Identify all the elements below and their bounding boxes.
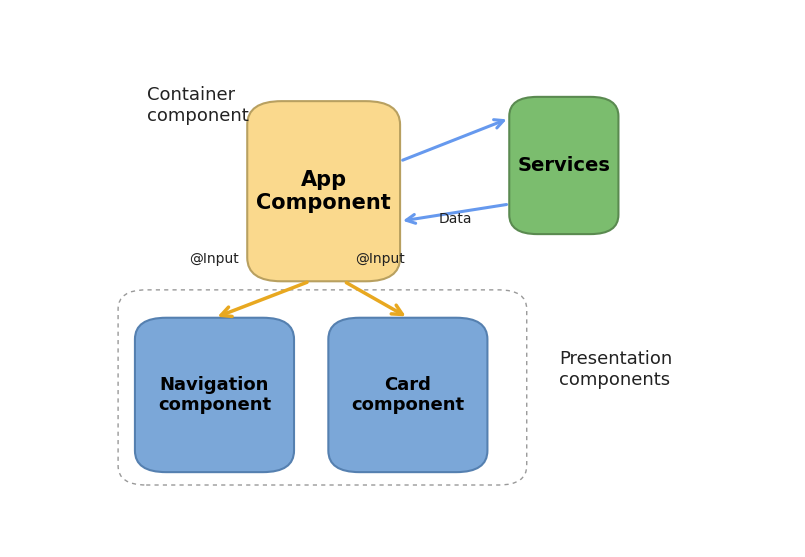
Text: @Input: @Input [355, 252, 405, 266]
Text: Card
component: Card component [351, 375, 464, 414]
Text: App
Component: App Component [256, 170, 391, 213]
FancyArrowPatch shape [407, 204, 506, 223]
FancyBboxPatch shape [247, 101, 400, 281]
FancyArrowPatch shape [221, 282, 307, 316]
FancyBboxPatch shape [328, 317, 488, 472]
Text: Data: Data [439, 212, 473, 226]
FancyBboxPatch shape [135, 317, 294, 472]
Text: Navigation
component: Navigation component [158, 375, 271, 414]
Text: Services: Services [518, 156, 610, 175]
Text: @Input: @Input [189, 252, 239, 266]
Text: Presentation
components: Presentation components [559, 350, 672, 389]
FancyArrowPatch shape [402, 120, 503, 160]
Text: Container
component: Container component [147, 86, 250, 125]
FancyBboxPatch shape [510, 97, 618, 234]
FancyArrowPatch shape [346, 282, 402, 315]
